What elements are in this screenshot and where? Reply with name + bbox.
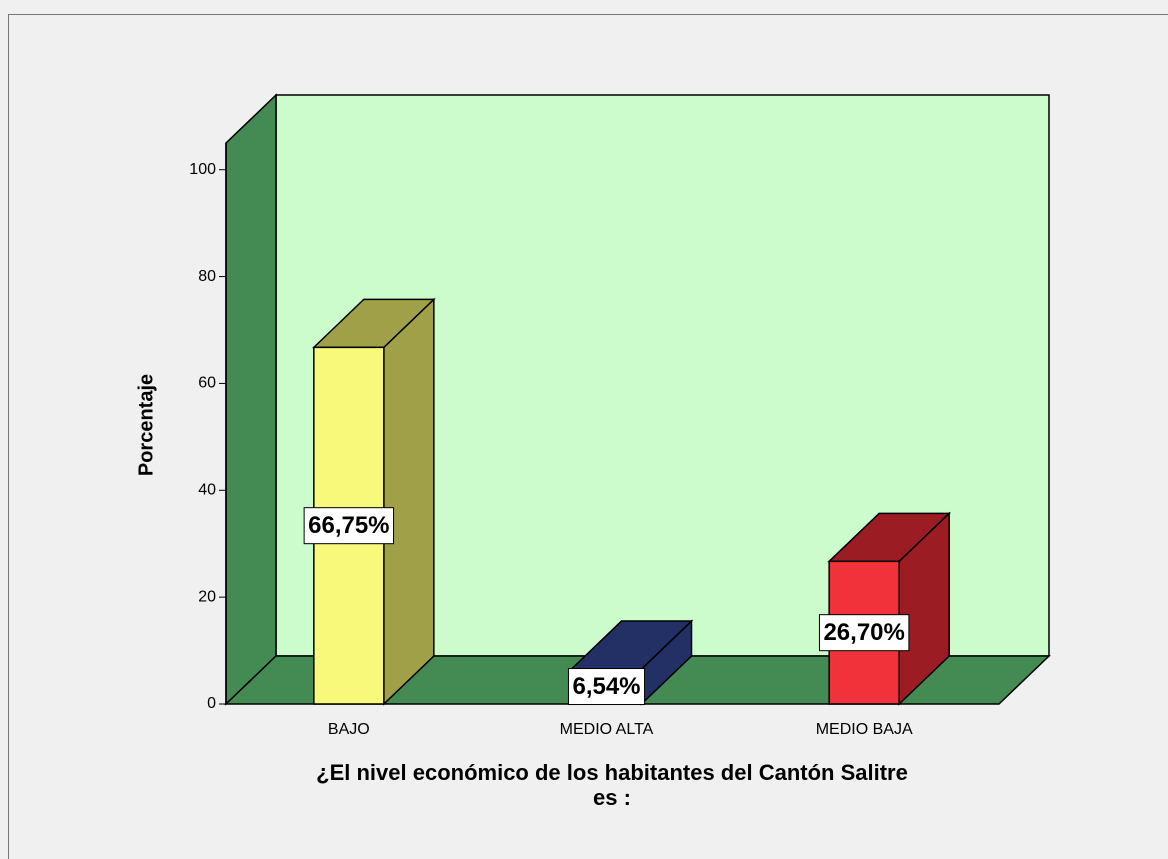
x-tick-label: BAJO — [328, 721, 370, 738]
y-axis-title: Porcentaje — [135, 374, 157, 476]
data-label-box — [303, 507, 395, 545]
x-axis-title: ¿El nivel económico de los habitantes de… — [316, 760, 908, 810]
data-label: 6,54% — [572, 673, 640, 700]
x-tick-label: MEDIO BAJA — [816, 721, 913, 738]
x-tick-label: MEDIO ALTA — [560, 721, 654, 738]
left-wall — [225, 93, 277, 706]
y-tick-label: 20 — [198, 588, 216, 605]
y-tick-label: 60 — [198, 375, 216, 392]
bar-side — [383, 297, 435, 706]
y-tick-label: 100 — [189, 161, 216, 178]
y-tick-label: 40 — [198, 482, 216, 499]
data-label-box — [818, 614, 910, 652]
y-tick-label: 80 — [198, 268, 216, 285]
y-tick-label: 0 — [207, 695, 216, 712]
data-label: 26,70% — [823, 619, 904, 646]
data-label: 66,75% — [308, 512, 389, 539]
data-label-box — [567, 668, 646, 706]
